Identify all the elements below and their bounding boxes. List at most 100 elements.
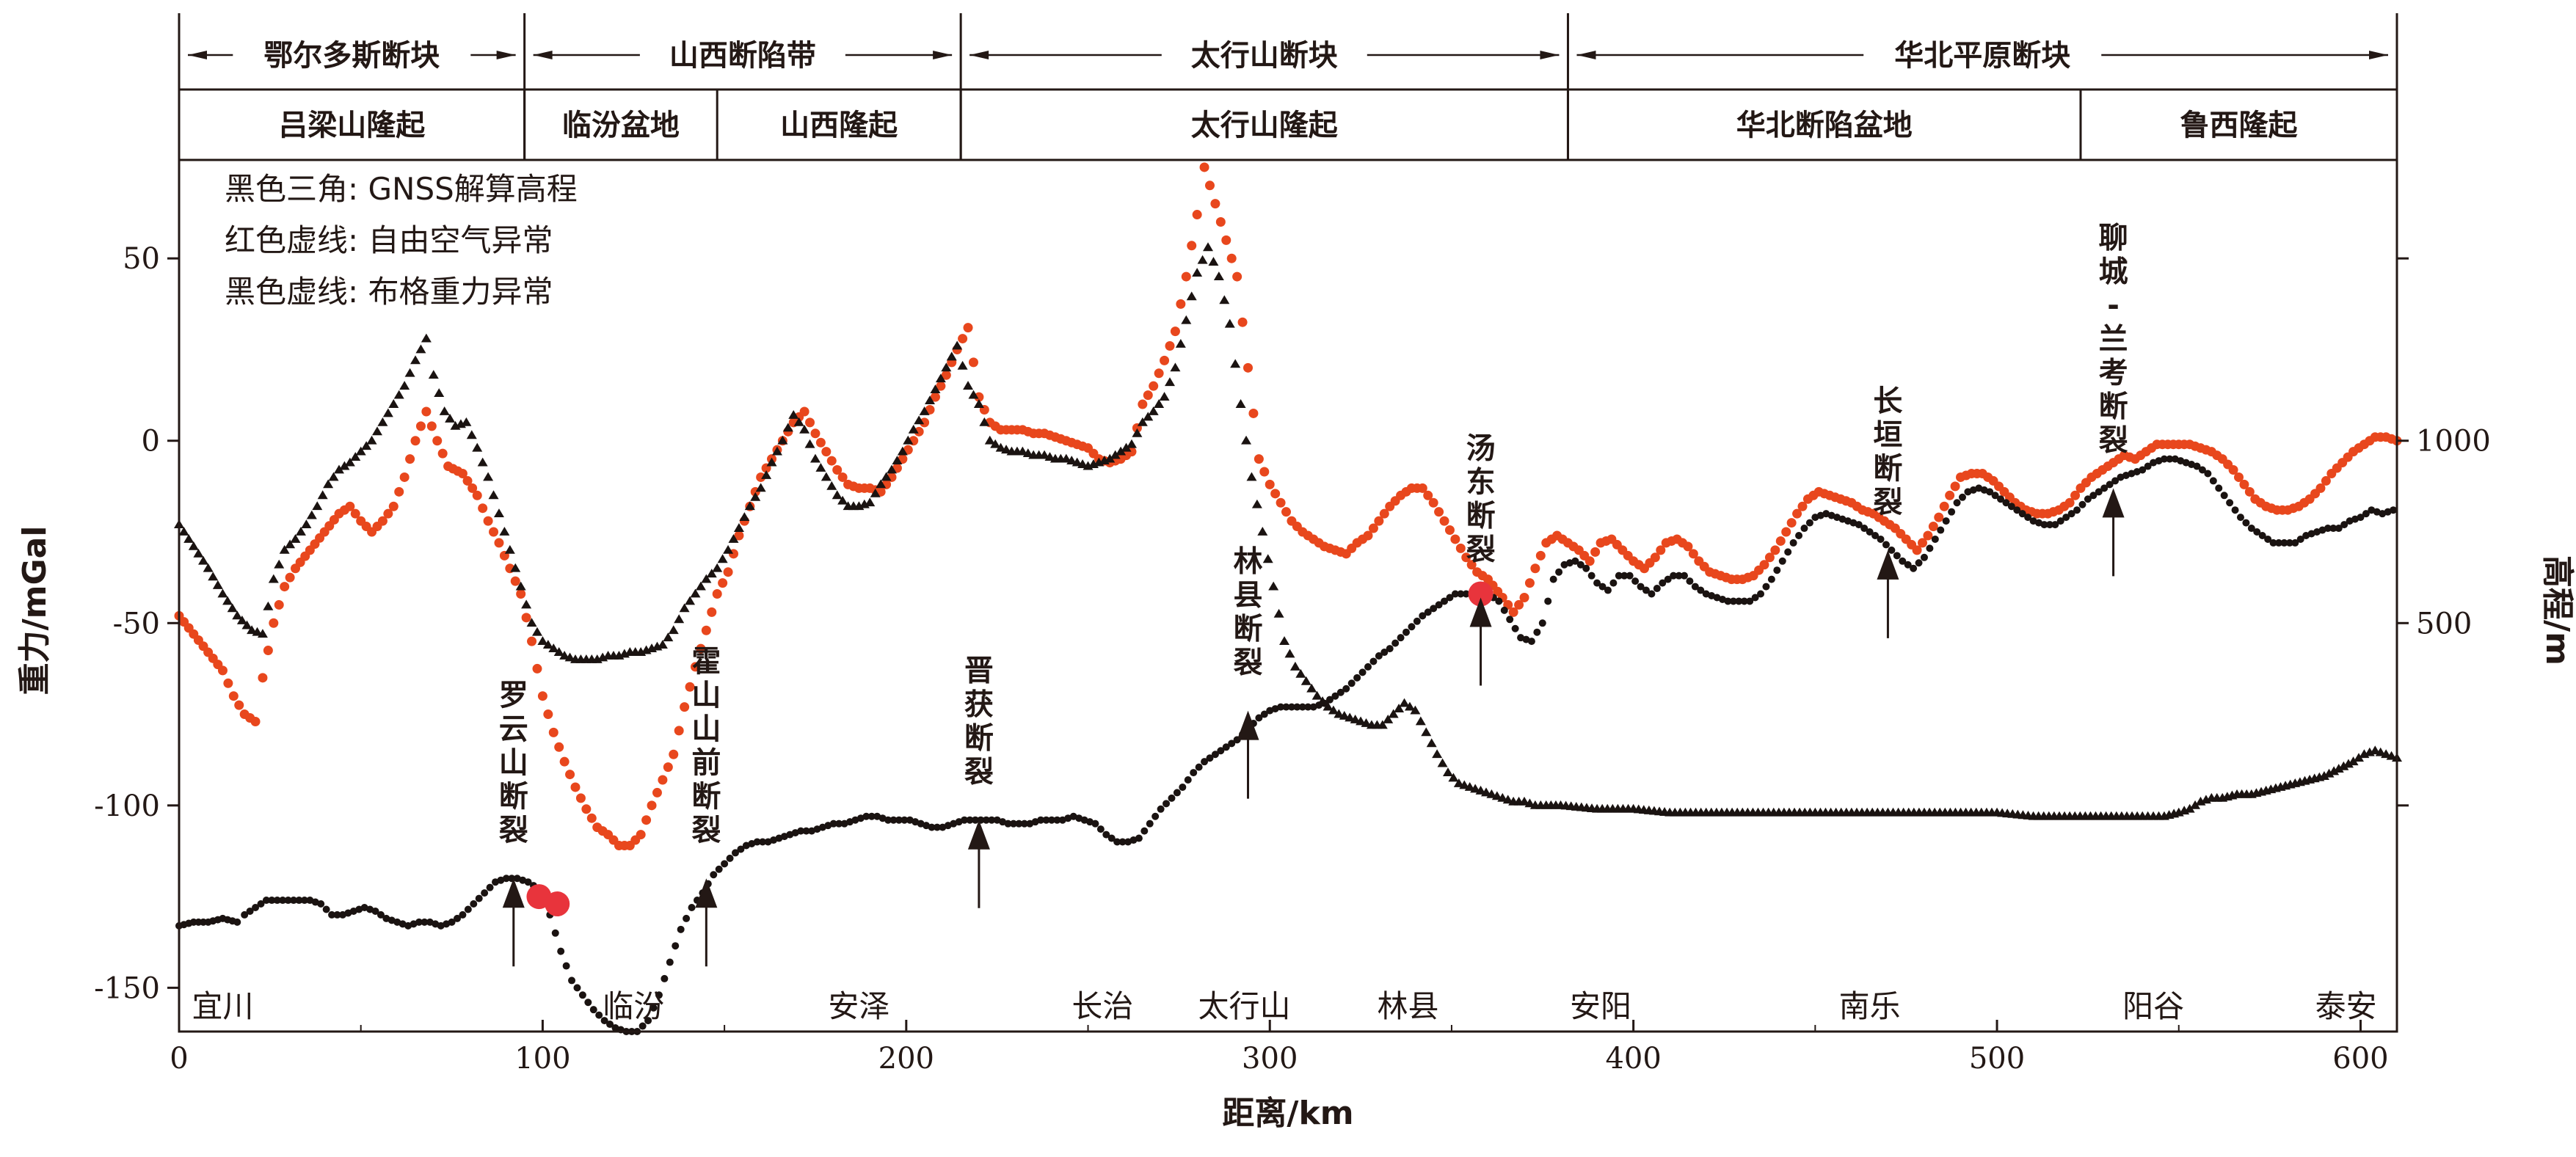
bouguer-point	[1495, 597, 1503, 605]
bouguer-point	[666, 958, 674, 966]
elevation-point	[1491, 791, 1502, 800]
bouguer-point	[2226, 499, 2234, 507]
free-air-point	[701, 625, 711, 635]
bouguer-point	[1773, 566, 1781, 574]
elevation-point	[2338, 761, 2349, 770]
place-label: 宜川	[192, 988, 253, 1024]
elevation-point	[826, 481, 837, 490]
fault-arrow-head	[502, 878, 525, 908]
elevation-point	[295, 527, 306, 536]
free-air-point	[350, 508, 360, 519]
elevation-point	[553, 647, 564, 656]
elevation-point	[1383, 715, 1394, 723]
elevation-point	[1345, 712, 1356, 722]
bouguer-point	[317, 900, 325, 908]
bouguer-point	[1648, 590, 1656, 598]
fault-label: 罗云山断裂	[499, 679, 528, 847]
free-air-point	[494, 538, 504, 548]
fault-arrow-head	[967, 820, 990, 850]
elevation-point	[510, 563, 521, 572]
free-air-point	[930, 392, 940, 402]
free-air-point	[1514, 599, 1524, 610]
bouguer-point	[655, 991, 663, 999]
free-air-point	[1519, 592, 1529, 602]
elevation-point	[2324, 768, 2335, 778]
bouguer-point	[2236, 514, 2244, 522]
elevation-point	[472, 442, 483, 452]
elevation-point	[1273, 608, 1284, 618]
free-air-point	[1461, 552, 1471, 563]
elevation-point	[788, 409, 799, 419]
bouguer-point	[1173, 789, 1181, 797]
elevation-point	[1442, 767, 1453, 776]
bouguer-point	[1015, 820, 1023, 828]
elevation-point	[973, 399, 984, 408]
elevation-point	[739, 512, 750, 522]
bouguer-point	[1424, 608, 1432, 616]
bouguer-point	[584, 999, 592, 1007]
bouguer-point	[1228, 740, 1236, 748]
free-air-point	[559, 756, 570, 767]
bouguer-point	[2340, 521, 2348, 529]
bouguer-point	[1587, 572, 1596, 580]
bouguer-point	[2166, 455, 2174, 463]
bouguer-point	[1664, 575, 1672, 583]
elevation-point	[1480, 787, 1491, 797]
free-air-point	[1439, 516, 1449, 526]
bouguer-point	[829, 820, 837, 828]
bouguer-point	[1298, 703, 1306, 711]
series-red-dots	[174, 162, 2402, 850]
bouguer-point	[1222, 743, 1230, 751]
free-air-point	[1187, 241, 1197, 251]
x-tick-label: 200	[878, 1042, 934, 1076]
elevation-point	[728, 533, 739, 543]
bouguer-point	[481, 889, 489, 897]
bouguer-point	[502, 875, 510, 883]
bouguer-point	[1358, 668, 1367, 676]
free-air-point	[2321, 475, 2331, 486]
bouguer-point	[2013, 506, 2021, 514]
elevation-point	[2381, 749, 2392, 759]
bouguer-point	[2296, 535, 2304, 543]
free-air-point	[548, 727, 559, 737]
free-air-point	[467, 483, 478, 493]
x-tick-label: 100	[514, 1042, 570, 1076]
bouguer-point	[835, 820, 843, 828]
bouguer-point	[661, 974, 669, 982]
elevation-point	[821, 472, 832, 481]
bouguer-point	[1380, 649, 1389, 657]
elevation-point	[1208, 257, 1219, 266]
free-air-point	[415, 421, 426, 431]
elevation-point	[1289, 661, 1300, 671]
free-air-point	[537, 691, 547, 701]
elevation-point	[952, 340, 963, 350]
elevation-point	[217, 588, 228, 598]
bouguer-point	[486, 883, 494, 891]
bouguer-point	[1451, 590, 1459, 598]
header-arrow-head	[1576, 51, 1596, 59]
bouguer-point	[376, 910, 385, 919]
bouguer-point	[1533, 628, 1541, 636]
bouguer-point	[2106, 481, 2114, 489]
free-air-point	[1797, 501, 1808, 511]
y-left-tick-label: -50	[113, 607, 160, 640]
bouguer-point	[677, 925, 685, 933]
free-air-point	[586, 813, 597, 823]
bouguer-point	[1107, 834, 1116, 842]
elevation-point	[1339, 711, 1350, 720]
bouguer-point	[1910, 564, 1918, 572]
bouguer-point	[1958, 493, 1966, 501]
bouguer-point	[2073, 506, 2081, 514]
free-air-point	[1265, 479, 1275, 489]
bouguer-point	[2253, 528, 2261, 536]
elevation-point	[410, 355, 421, 365]
bouguer-point	[988, 816, 996, 824]
free-air-point	[663, 762, 673, 773]
bouguer-point	[1855, 521, 1863, 529]
elevation-point	[301, 519, 312, 528]
elevation-point	[1502, 795, 1513, 804]
bouguer-point	[2084, 495, 2092, 503]
elevation-point	[1262, 554, 1273, 563]
elevation-point	[2333, 764, 2344, 773]
bouguer-point	[1888, 546, 1896, 554]
